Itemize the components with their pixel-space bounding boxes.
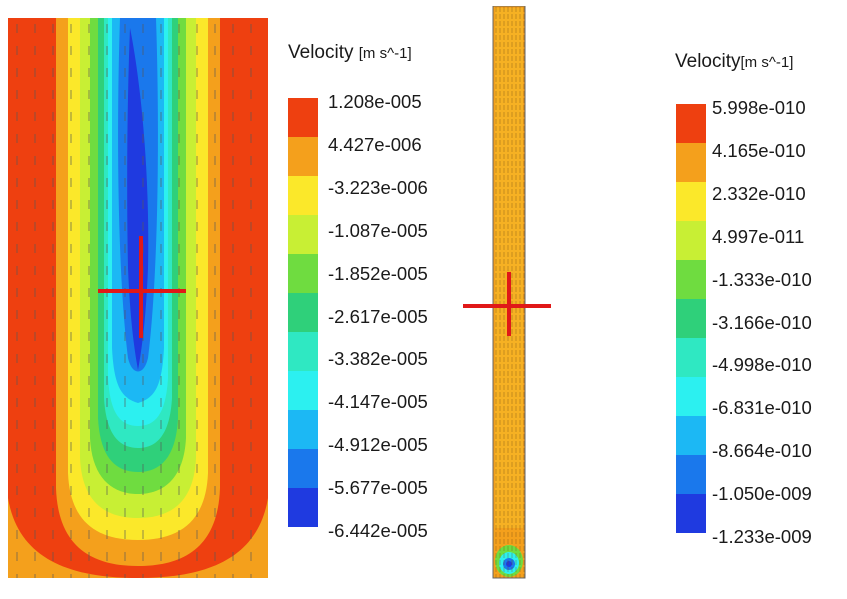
legend-left-tick-label: -2.617e-005 [328,305,428,327]
legend-left-tick-label: -1.087e-005 [328,219,428,241]
legend-left-colorbar-swatch [288,410,318,449]
legend-left-colorbar-swatch [288,488,318,527]
legend-left-tick-label: -6.442e-005 [328,520,428,541]
legend-left-tick-label: -4.147e-005 [328,391,428,413]
legend-right-unit: [m s^-1] [740,54,794,71]
legend-right-colorbar-swatch [676,104,706,143]
legend-left-colorbar-swatch [288,215,318,254]
crosshair-marker-left [98,236,186,338]
legend-right-colorbar-swatch [676,338,706,377]
legend-left-colorbar-swatch [288,137,318,176]
legend-left-colorbar [288,98,318,527]
legend-right-tick-label: -6.831e-010 [712,397,812,419]
legend-right-tick-label: -4.998e-010 [712,354,812,376]
legend-left-unit: [m s^-1] [358,45,412,62]
legend-right-tick-label: 4.997e-011 [712,225,805,247]
legend-left-tick-label: 4.427e-006 [328,133,422,155]
legend-right-tick-label: -1.233e-009 [712,526,812,547]
crosshair-marker-middle [463,272,551,336]
legend-left-title: Velocity [m s^-1] [288,42,412,64]
legend-right-tick-label: 4.165e-010 [712,139,806,161]
legend-left-colorbar-swatch [288,332,318,371]
legend-right-tick-label: -1.333e-010 [712,268,812,290]
legend-right-tick-label: -3.166e-010 [712,311,812,333]
legend-left-colorbar-swatch [288,449,318,488]
legend-left-colorbar-swatch [288,98,318,137]
legend-right-tick-label: -1.050e-009 [712,483,812,505]
legend-right-tick-label: 2.332e-010 [712,182,806,204]
legend-right-title-text: Velocity [675,51,741,72]
legend-left-tick-label: 1.208e-005 [328,91,422,112]
legend-right-colorbar-swatch [676,377,706,416]
legend-left-tick-label: -4.912e-005 [328,434,428,456]
legend-left-tick-label: -1.852e-005 [328,262,428,284]
legend-left-tick-label: -3.382e-005 [328,348,428,370]
legend-right-colorbar-swatch [676,182,706,221]
legend-left-colorbar-swatch [288,293,318,332]
legend-left-tick-label: -5.677e-005 [328,477,428,499]
legend-right-colorbar [676,104,706,533]
velocity-contour-plot-left [8,18,268,578]
legend-right-colorbar-swatch [676,416,706,455]
legend-right-colorbar-swatch [676,455,706,494]
legend-right-colorbar-swatch [676,299,706,338]
legend-right-tick-label: -8.664e-010 [712,440,812,462]
velocity-contour-plot-middle [463,6,551,579]
legend-right-colorbar-swatch [676,260,706,299]
legend-left-colorbar-swatch [288,176,318,215]
legend-right-tick-label: 5.998e-010 [712,97,806,118]
legend-right-colorbar-swatch [676,221,706,260]
legend-left-colorbar-swatch [288,254,318,293]
legend-left-tick-label: -3.223e-006 [328,176,428,198]
legend-right-colorbar-swatch [676,143,706,182]
legend-right-colorbar-swatch [676,494,706,533]
legend-left-colorbar-swatch [288,371,318,410]
legend-left-title-text: Velocity [288,42,354,63]
legend-right-title: Velocity[m s^-1] [675,51,793,73]
